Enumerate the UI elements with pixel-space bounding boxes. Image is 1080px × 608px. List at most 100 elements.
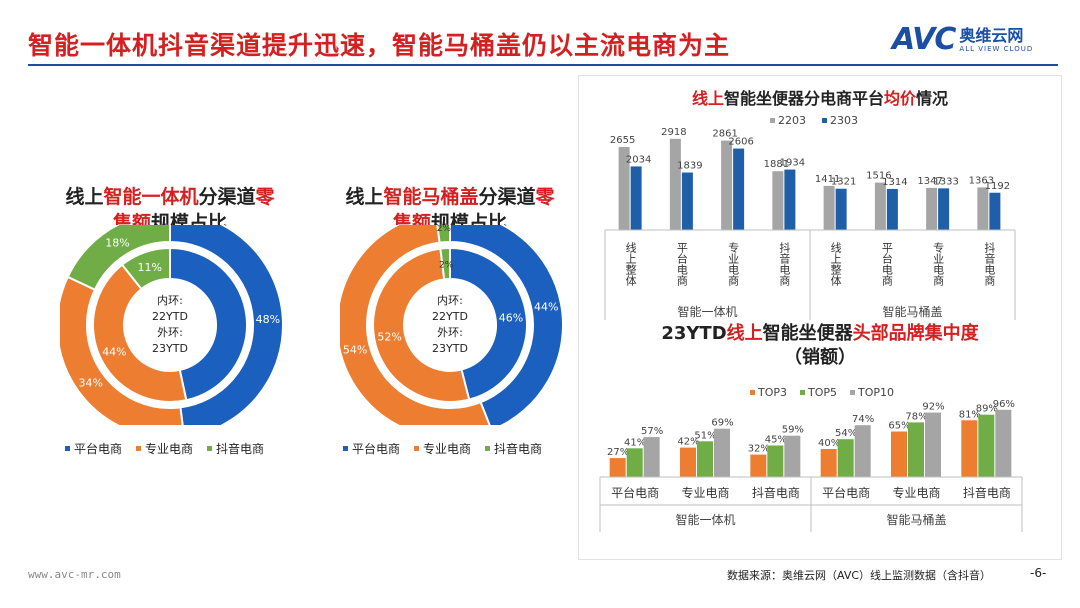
conc-category-label: 专业电商 [681,485,729,500]
price-bar [772,171,784,230]
outer-ring-label: 2% [437,225,452,234]
price-value-label: 1516 [866,171,891,182]
legend-item: 平台电商 [343,440,400,457]
conc-chart: TOP3 TOP5 TOP10 27%41%57% 平台电商 42%51%69% 专业电商 3… [599,386,1023,532]
conc-bar [961,420,978,477]
price-value-label: 2034 [626,154,651,165]
price-title: 线上智能坐便器分电商平台均价情况 [600,86,1040,112]
price-bar [823,185,835,230]
price-value-label: 2606 [728,137,753,148]
inner-ring-slice [120,246,171,291]
conc-group-label: 智能一体机 [675,512,735,527]
title-part: 智能坐便器分电商平台 [723,89,884,108]
conc-value-label: 51% [694,430,716,441]
title-part: 情况 [916,89,949,108]
inner-ring-label: 46% [499,311,523,324]
conc-bar [643,437,660,477]
price-group-label: 智能马桶盖 [882,304,942,319]
conc-value-label: 65% [888,421,910,432]
price-bar [630,166,642,230]
conc-value-label: 41% [624,437,646,448]
inner-ring-slice [372,247,471,403]
conc-bar [978,414,995,477]
legend-swatch [343,446,348,451]
legend-item: 抖音电商 [485,440,542,457]
conc-category-label: 平台电商 [822,485,870,500]
donut-center-text: 22YTD [152,310,188,323]
conc-bar [854,425,871,477]
legend-swatch [800,390,805,395]
title-part: 智能坐便器 [762,323,853,344]
price-value-label: 1839 [677,161,702,172]
outer-ring-label: 44% [534,301,558,314]
price-category-label: 专业电商 [727,241,740,287]
outer-ring-label: 54% [343,343,367,356]
footer-url: www.avc-mr.com [28,568,121,581]
conc-category-label: 专业电商 [892,485,940,500]
outer-ring-label: 48% [256,313,280,326]
legend-swatch [414,446,420,451]
legend-label: TOP3 [757,386,787,399]
logo-mark: AVC [892,22,956,57]
price-value-label: 2918 [661,127,686,138]
outer-ring-label: 34% [78,377,102,390]
conc-group-label: 智能马桶盖 [886,512,946,527]
price-value-label: 1363 [969,175,994,186]
legend-swatch [65,446,70,451]
outer-ring-slice [436,225,451,244]
conc-bar [714,428,730,477]
donut1-legend: 平台电商 专业电商 抖音电商 [65,440,264,457]
legend-label: 2203 [778,114,806,127]
price-value-label: 2655 [610,135,635,146]
conc-value-label: 89% [976,404,998,415]
title-part: 均价 [884,89,917,108]
conc-bar [767,445,784,477]
inner-ring-label: 44% [102,345,126,358]
conc-category-label: 抖音电商 [963,485,1011,500]
page-title: 智能一体机抖音渠道提升迅速，智能马桶盖仍以主流电商为主 [28,31,731,60]
legend-swatch [850,390,855,395]
donut-center-text: 外环: [437,326,463,339]
conc-bar [680,447,696,477]
donut-center-text: 内环: [437,293,463,307]
conc-value-label: 45% [765,435,787,446]
logo-cn: 奥维云网 [959,25,1024,45]
price-value-label: 1192 [985,181,1010,192]
donut2-chart: 44% 54% 2% 46% 52% 2% 内环: 22YTD 外环: 23YTD [340,225,564,425]
price-bar [681,172,693,230]
conc-title: 23YTD线上智能坐便器头部品牌集中度 [600,322,1040,346]
conc-value-label: 27% [607,447,629,458]
inner-ring-slice [92,263,188,403]
conc-value-label: 40% [818,438,840,449]
legend-swatch [136,446,142,451]
price-bar [886,188,898,230]
donut-center-text: 外环: [157,326,183,339]
legend-label: 2303 [830,114,858,127]
legend-label: 专业电商 [145,442,194,456]
conc-value-label: 57% [641,426,663,437]
conc-value-label: 59% [782,425,804,436]
price-category-label: 抖音电商 [983,241,996,287]
price-bar [721,140,733,230]
outer-ring-slice [169,225,284,425]
conc-value-label: 96% [993,399,1015,410]
inner-ring-slice [439,246,451,281]
title-part: 智能马桶盖 [383,186,479,208]
inner-ring-slice [169,246,248,402]
conc-bar [837,439,854,477]
conc-bar [995,409,1012,477]
legend-swatch [822,118,827,123]
conc-value-label: 81% [959,409,981,420]
legend-item: 专业电商 [136,440,193,457]
price-bar [618,147,630,230]
logo-en: ALL VIEW CLOUD [959,44,1034,53]
footer-source: 数据来源：奥维云网（AVC）线上监测数据（含抖音） [727,569,992,582]
conc-value-label: 42% [677,437,699,448]
price-bar [989,192,1001,230]
price-bar [938,188,950,230]
conc-bar [626,448,643,477]
price-bar [926,187,938,230]
conc-bar [891,431,907,477]
title-part: 分渠道 [198,186,256,208]
outer-ring-slice [449,225,564,425]
